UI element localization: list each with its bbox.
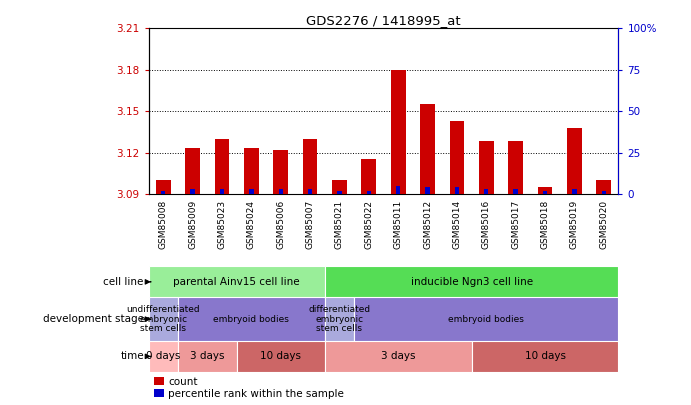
Bar [274, 150, 288, 194]
Text: GSM85009: GSM85009 [188, 200, 197, 249]
Text: GSM85011: GSM85011 [394, 200, 403, 249]
Title: GDS2276 / 1418995_at: GDS2276 / 1418995_at [306, 14, 461, 27]
Bar [149, 341, 178, 372]
Bar [367, 191, 371, 194]
Bar [308, 189, 312, 194]
Bar [567, 128, 582, 194]
Text: embryoid bodies: embryoid bodies [214, 315, 290, 324]
Text: 0 days: 0 days [146, 352, 180, 361]
Text: cell line: cell line [104, 277, 144, 287]
Bar [337, 191, 341, 194]
Text: GSM85019: GSM85019 [570, 200, 579, 249]
Text: GSM85017: GSM85017 [511, 200, 520, 249]
Bar [178, 341, 236, 372]
Bar [236, 341, 325, 372]
Text: GSM85022: GSM85022 [364, 200, 373, 249]
Bar [325, 297, 354, 341]
Text: development stage: development stage [43, 314, 144, 324]
Text: GSM85014: GSM85014 [453, 200, 462, 249]
Text: parental Ainv15 cell line: parental Ainv15 cell line [173, 277, 300, 287]
Bar [149, 266, 325, 297]
Text: GSM85008: GSM85008 [159, 200, 168, 249]
Bar [420, 104, 435, 194]
Bar [325, 266, 618, 297]
Bar [185, 148, 200, 194]
Text: time: time [120, 352, 144, 361]
Text: embryoid bodies: embryoid bodies [448, 315, 524, 324]
Bar [303, 139, 317, 194]
Bar [156, 180, 171, 194]
Bar [479, 141, 493, 194]
Text: GSM85024: GSM85024 [247, 200, 256, 249]
Bar [538, 187, 552, 194]
Text: GSM85020: GSM85020 [599, 200, 608, 249]
Bar [220, 189, 224, 194]
Bar [191, 189, 195, 194]
Bar [278, 189, 283, 194]
Text: GSM85018: GSM85018 [540, 200, 549, 249]
Text: GSM85021: GSM85021 [335, 200, 344, 249]
Bar [543, 191, 547, 194]
Text: undifferentiated
embryonic
stem cells: undifferentiated embryonic stem cells [126, 305, 200, 333]
Bar [513, 189, 518, 194]
Text: 3 days: 3 days [381, 352, 415, 361]
Bar [149, 297, 178, 341]
Bar [572, 189, 576, 194]
Bar [361, 160, 376, 194]
Bar [178, 297, 325, 341]
Bar [450, 121, 464, 194]
Bar [391, 70, 406, 194]
Text: GSM85007: GSM85007 [305, 200, 314, 249]
Text: 10 days: 10 days [261, 352, 301, 361]
Bar [325, 341, 471, 372]
Text: differentiated
embryonic
stem cells: differentiated embryonic stem cells [308, 305, 370, 333]
Text: 10 days: 10 days [524, 352, 565, 361]
Text: GSM85023: GSM85023 [218, 200, 227, 249]
Bar [332, 180, 347, 194]
Bar [215, 139, 229, 194]
Bar [244, 148, 258, 194]
Bar [354, 297, 618, 341]
Text: GSM85016: GSM85016 [482, 200, 491, 249]
Bar [161, 191, 165, 194]
Bar [455, 187, 459, 194]
Text: inducible Ngn3 cell line: inducible Ngn3 cell line [410, 277, 533, 287]
Bar [484, 189, 489, 194]
Text: 3 days: 3 days [190, 352, 225, 361]
Text: GSM85006: GSM85006 [276, 200, 285, 249]
Bar [472, 341, 618, 372]
Bar [602, 191, 606, 194]
Bar [509, 141, 523, 194]
Bar [396, 185, 400, 194]
Bar [426, 187, 430, 194]
Bar [596, 180, 611, 194]
Text: GSM85012: GSM85012 [423, 200, 432, 249]
Bar [249, 189, 254, 194]
Legend: count, percentile rank within the sample: count, percentile rank within the sample [154, 377, 344, 399]
